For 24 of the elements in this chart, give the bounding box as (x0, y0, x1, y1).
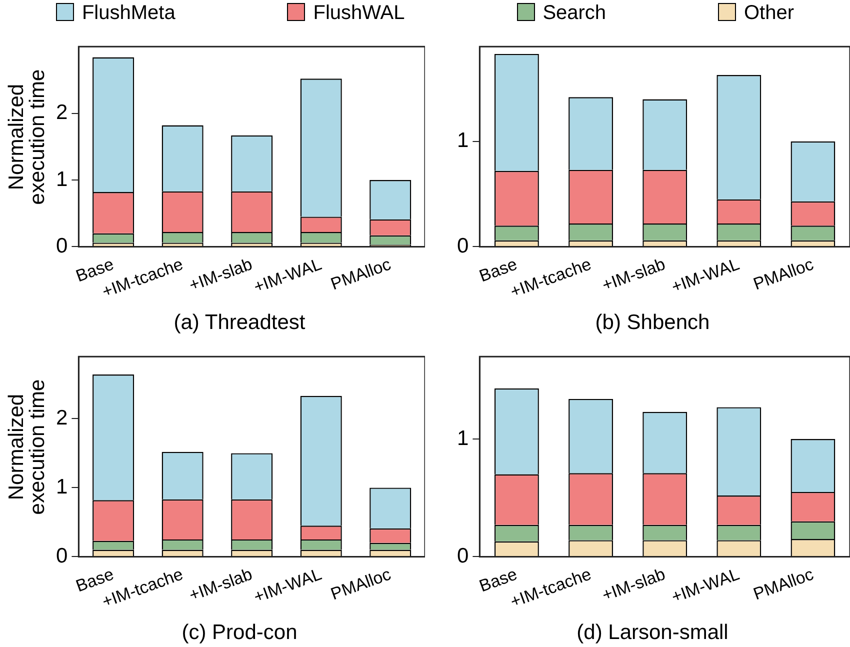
y-tick-label: 1 (56, 168, 68, 191)
x-tick-label: PMAlloc (750, 254, 816, 294)
x-tick-label: PMAlloc (328, 564, 394, 604)
y-tick-label: 0 (56, 234, 68, 258)
text: (b) Shbench (595, 311, 710, 334)
y-tick-label: 0 (456, 234, 469, 258)
text: (c) Prod-con (182, 621, 298, 644)
y-tick-label: 1 (456, 426, 469, 450)
legend-label: Search (542, 2, 606, 24)
y-tick-label: 0 (456, 544, 469, 568)
legend-label: Other (744, 2, 794, 24)
legend-label: FlushWAL (313, 2, 405, 24)
text: (d) Larson-small (576, 621, 728, 644)
y-tick-label: 1 (456, 129, 469, 152)
x-tick-label: PMAlloc (750, 564, 816, 604)
text: (a) Threadtest (174, 311, 306, 334)
x-tick-label: PMAlloc (328, 254, 394, 294)
y-tick-label: 2 (56, 101, 68, 124)
y-axis-title: Normalized execution time (5, 378, 49, 517)
y-tick-label: 1 (56, 476, 68, 499)
y-tick-label: 2 (56, 406, 68, 430)
legend-label: FlushMeta (82, 2, 176, 24)
y-axis-title: Normalized execution time (5, 68, 49, 207)
y-tick-label: 0 (56, 544, 68, 568)
